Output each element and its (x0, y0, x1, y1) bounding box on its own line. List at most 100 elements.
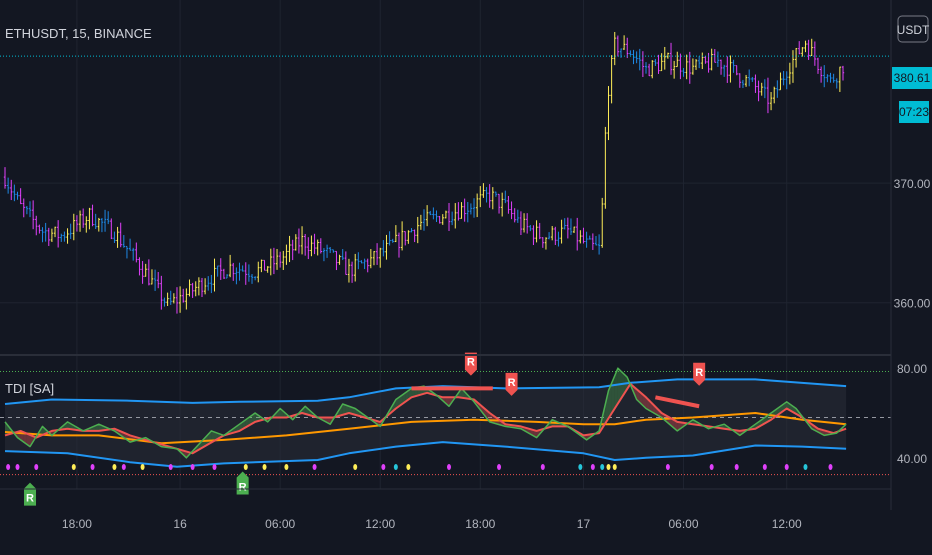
indicator-label: TDI [SA] (5, 381, 54, 396)
tdi-indicator: R R R R R (0, 352, 891, 506)
tdi-cross-fill (605, 390, 609, 424)
signal-label-green: R (24, 482, 37, 506)
signal-dot (262, 464, 267, 470)
tdi-cross-fill (64, 421, 68, 430)
tdi-cross-fill (642, 394, 647, 409)
signal-text: R (239, 481, 247, 493)
tdi-cross-fill (42, 426, 46, 435)
signal-dot (190, 464, 195, 470)
signal-marker (24, 482, 37, 506)
signal-dot (612, 464, 617, 470)
x-tick-label: 12:00 (772, 517, 802, 531)
tdi-cross-fill (348, 406, 353, 414)
signal-dot (665, 464, 670, 470)
signal-dot (71, 464, 76, 470)
tdi-cross-fill (614, 368, 618, 409)
signal-dot (212, 464, 217, 470)
divergence-line (654, 395, 700, 409)
price-tick-label: 360.00 (894, 297, 931, 311)
signal-dot (243, 464, 248, 470)
signal-marker (693, 362, 706, 386)
tdi-tick-label: 40.00 (897, 452, 927, 466)
signal-dot (762, 464, 767, 470)
signal-dot (312, 464, 317, 470)
signal-dot (140, 464, 145, 470)
x-tick-label: 18:00 (465, 517, 495, 531)
signal-dot (353, 464, 358, 470)
tdi-midline (4, 412, 847, 445)
price-badge-label: 380.61 (894, 71, 931, 85)
signal-dot (590, 464, 595, 470)
price-badge: 380.61 (892, 67, 932, 89)
signal-dot (90, 464, 95, 470)
tdi-cross-fill (608, 383, 612, 419)
signal-dot (168, 464, 173, 470)
tdi-cross-fill (342, 404, 346, 415)
signal-dot (112, 464, 117, 470)
signal-dot (497, 464, 502, 470)
tdi-cross-fill (617, 368, 621, 404)
signal-dot (15, 464, 20, 470)
price-tick-label: 370.00 (894, 177, 931, 191)
currency-button-label: USDT (897, 23, 930, 37)
currency-button[interactable]: USDT (897, 15, 930, 43)
time-axis[interactable]: 18:00 16 06:00 12:00 18:00 17 06:00 12:00 (62, 517, 802, 531)
signal-dot (600, 464, 605, 470)
tdi-cross-fill (26, 433, 31, 447)
signal-dot (34, 464, 39, 470)
tdi-cross-fill (680, 422, 684, 429)
grid (0, 0, 891, 489)
signal-dot (578, 464, 583, 470)
signal-text: R (508, 377, 516, 389)
price-candles (3, 31, 845, 314)
signal-dot (606, 464, 611, 470)
tdi-cross-fill (639, 391, 643, 406)
signal-dot (828, 464, 833, 470)
x-tick-label: 06:00 (265, 517, 295, 531)
tdi-upper-band (4, 378, 847, 405)
tdi-cross-fill (277, 408, 281, 418)
tdi-lower-band (4, 441, 847, 468)
tdi-cross-fill (30, 434, 34, 447)
signal-dot (784, 464, 789, 470)
countdown-badge-label: 07:23 (899, 105, 929, 119)
tdi-signal-line (4, 382, 847, 455)
tdi-rsi-line (4, 367, 847, 459)
price-axis[interactable]: 370.00 360.00 80.00 40.00 (894, 177, 931, 466)
tdi-cross-fill (345, 405, 349, 414)
tdi-tick-label: 80.00 (897, 362, 927, 376)
signal-text: R (26, 493, 34, 505)
signal-dot (447, 464, 452, 470)
signal-dot (709, 464, 714, 470)
x-tick-label: 16 (173, 517, 187, 531)
tdi-cross-fill (461, 388, 465, 399)
tdi-cross-fill (23, 432, 27, 445)
symbol-label: ETHUSDT, 15, BINANCE (5, 26, 152, 41)
countdown-badge: 07:23 (899, 101, 929, 123)
x-tick-label: 17 (577, 517, 591, 531)
signal-dot (6, 464, 11, 470)
signal-dot (406, 464, 411, 470)
x-tick-label: 18:00 (62, 517, 92, 531)
signal-label-red: R (464, 352, 477, 376)
signal-dot (284, 464, 289, 470)
signal-text: R (695, 367, 703, 379)
signal-dot (121, 464, 126, 470)
signal-dot (734, 464, 739, 470)
tdi-cross-fill (620, 371, 625, 399)
tdi-cross-fill (252, 412, 256, 424)
tdi-cross-fill (352, 407, 356, 415)
x-tick-label: 12:00 (365, 517, 395, 531)
signal-label-red: R (693, 362, 706, 386)
signal-marker (464, 352, 477, 376)
signal-text: R (467, 357, 475, 369)
signal-marker (505, 372, 518, 396)
signal-label-red: R (505, 372, 518, 396)
signal-dot (803, 464, 808, 470)
x-tick-label: 06:00 (669, 517, 699, 531)
signal-dot (381, 464, 386, 470)
tdi-cross-fill (339, 404, 343, 416)
signal-dot (540, 464, 545, 470)
